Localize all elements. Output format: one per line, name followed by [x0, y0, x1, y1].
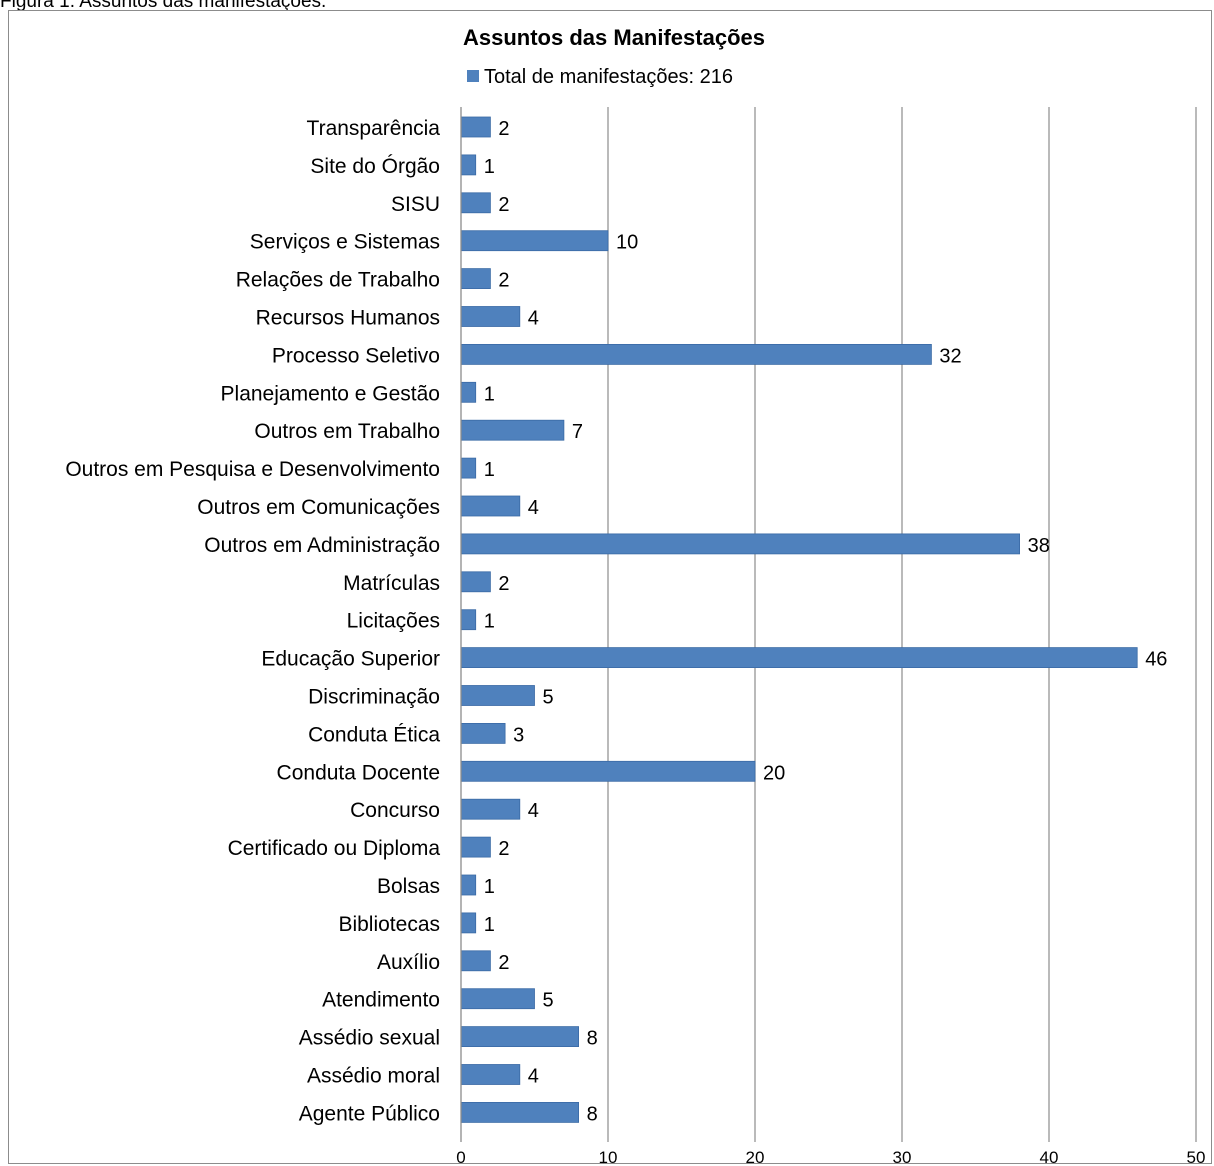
data-label: 46 — [1145, 649, 1167, 671]
x-tick-label: 50 — [1187, 1148, 1206, 1166]
bar — [460, 950, 491, 972]
category-label: Relações de Trabalho — [236, 269, 440, 292]
category-label: Conduta Docente — [277, 761, 440, 784]
category-label: Site do Órgão — [310, 155, 440, 178]
data-label: 2 — [498, 838, 509, 860]
category-label: Conduta Ética — [308, 723, 440, 746]
bar — [460, 268, 491, 290]
data-label: 1 — [484, 914, 495, 936]
data-label: 2 — [498, 118, 509, 140]
category-label: Processo Seletivo — [272, 344, 440, 367]
chart-frame — [8, 10, 1212, 1164]
data-label: 8 — [587, 1103, 598, 1125]
bar — [460, 609, 477, 631]
data-label: 1 — [484, 459, 495, 481]
data-label: 38 — [1028, 535, 1050, 557]
legend-swatch — [467, 70, 479, 82]
category-label: Transparência — [307, 117, 441, 140]
data-label: 1 — [484, 156, 495, 178]
data-label: 2 — [498, 573, 509, 595]
data-label: 1 — [484, 383, 495, 405]
bar — [460, 647, 1138, 668]
bar — [460, 1026, 579, 1047]
bar — [460, 988, 535, 1010]
data-label: 10 — [616, 232, 638, 254]
data-label: 4 — [528, 497, 539, 519]
category-label: Concurso — [350, 799, 440, 822]
bar — [460, 1064, 521, 1085]
legend: Total de manifestações: 216 — [467, 66, 733, 88]
category-label: Discriminação — [308, 686, 440, 709]
bars — [460, 116, 1138, 1123]
data-label: 32 — [939, 345, 961, 367]
x-tick-label: 40 — [1040, 1148, 1059, 1166]
category-label: Bibliotecas — [338, 913, 440, 936]
data-label: 2 — [498, 270, 509, 292]
bar — [460, 533, 1020, 555]
bar — [460, 1102, 579, 1123]
x-tick-label: 0 — [456, 1148, 465, 1166]
bar — [460, 798, 521, 820]
category-label: SISU — [391, 193, 440, 216]
category-label: Licitações — [347, 610, 440, 633]
data-label: 4 — [528, 800, 539, 822]
x-tick-labels: 0 10 20 30 40 50 — [456, 1148, 1205, 1166]
bar — [460, 381, 477, 403]
bar — [460, 760, 756, 782]
bar — [460, 306, 521, 327]
bar — [460, 874, 477, 896]
data-label: 2 — [498, 952, 509, 974]
data-label: 1 — [484, 611, 495, 633]
data-label: 20 — [763, 762, 785, 784]
category-label: Agente Público — [299, 1102, 440, 1125]
bar — [460, 836, 491, 858]
category-label: Matrículas — [343, 572, 440, 595]
category-labels: Transparência Site do Órgão SISU Serviços e… — [65, 117, 440, 1125]
figure-caption: Figura 1. Assuntos das manifestações. — [0, 0, 327, 12]
chart-title: Assuntos das Manifestações — [463, 25, 765, 50]
data-label: 2 — [498, 194, 509, 216]
category-label: Certificado ou Diploma — [228, 837, 441, 860]
bar — [460, 571, 491, 593]
category-label: Recursos Humanos — [256, 307, 440, 330]
grid — [607, 107, 1197, 1142]
bar — [460, 192, 491, 214]
category-label: Outros em Pesquisa e Desenvolvimento — [65, 458, 440, 481]
bar — [460, 230, 609, 252]
category-label: Educação Superior — [261, 648, 440, 671]
data-label: 1 — [484, 876, 495, 898]
bar — [460, 116, 491, 138]
data-label: 5 — [543, 990, 554, 1012]
bar — [460, 495, 521, 517]
bar — [460, 154, 477, 176]
bar — [460, 457, 477, 479]
category-label: Auxílio — [377, 951, 440, 974]
category-label: Assédio sexual — [299, 1027, 440, 1050]
x-tick-label: 20 — [746, 1148, 765, 1166]
category-label: Atendimento — [322, 989, 440, 1012]
data-label: 8 — [587, 1028, 598, 1050]
data-label: 3 — [513, 724, 524, 746]
x-tick-label: 30 — [893, 1148, 912, 1166]
bar — [460, 723, 506, 744]
x-tick-label: 10 — [599, 1148, 618, 1166]
bar — [460, 419, 565, 441]
category-label: Bolsas — [377, 875, 440, 898]
legend-label: Total de manifestações: 216 — [484, 66, 733, 88]
category-label: Outros em Administração — [204, 534, 440, 557]
data-label: 4 — [528, 308, 539, 330]
data-label: 7 — [572, 421, 583, 443]
category-label: Assédio moral — [307, 1065, 440, 1088]
bar — [460, 343, 932, 365]
data-label: 4 — [528, 1066, 539, 1088]
category-label: Outros em Comunicações — [197, 496, 440, 519]
bar — [460, 685, 535, 706]
bar — [460, 912, 477, 934]
category-label: Outros em Trabalho — [254, 420, 440, 443]
category-label: Serviços e Sistemas — [250, 231, 440, 254]
category-label: Planejamento e Gestão — [221, 382, 440, 405]
data-label: 5 — [543, 687, 554, 709]
